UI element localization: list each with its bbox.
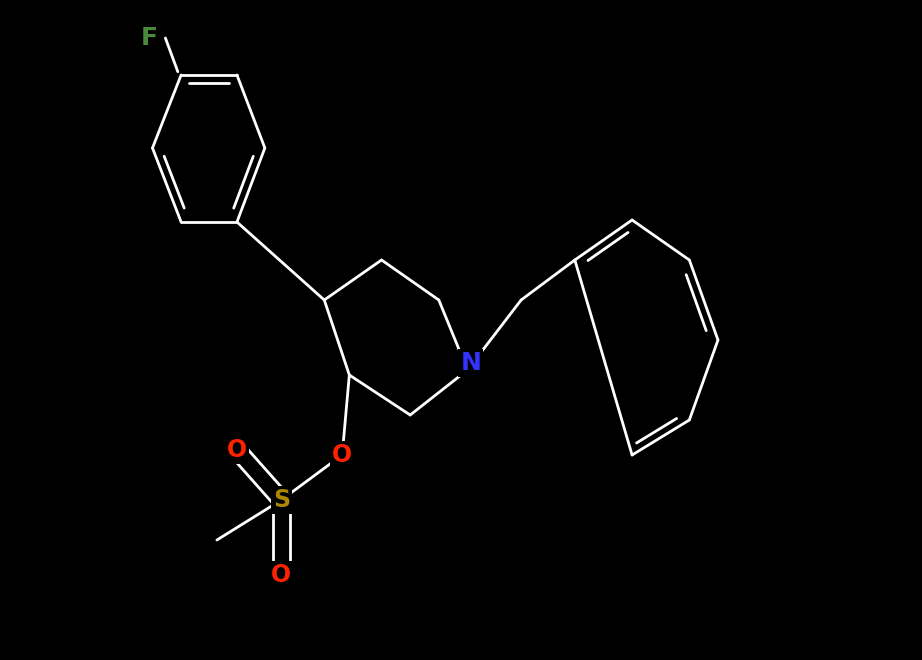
Text: O: O: [271, 563, 291, 587]
Text: N: N: [460, 351, 481, 376]
Text: O: O: [332, 443, 352, 467]
Text: O: O: [227, 438, 247, 462]
Text: F: F: [140, 26, 158, 50]
Text: S: S: [273, 488, 290, 512]
